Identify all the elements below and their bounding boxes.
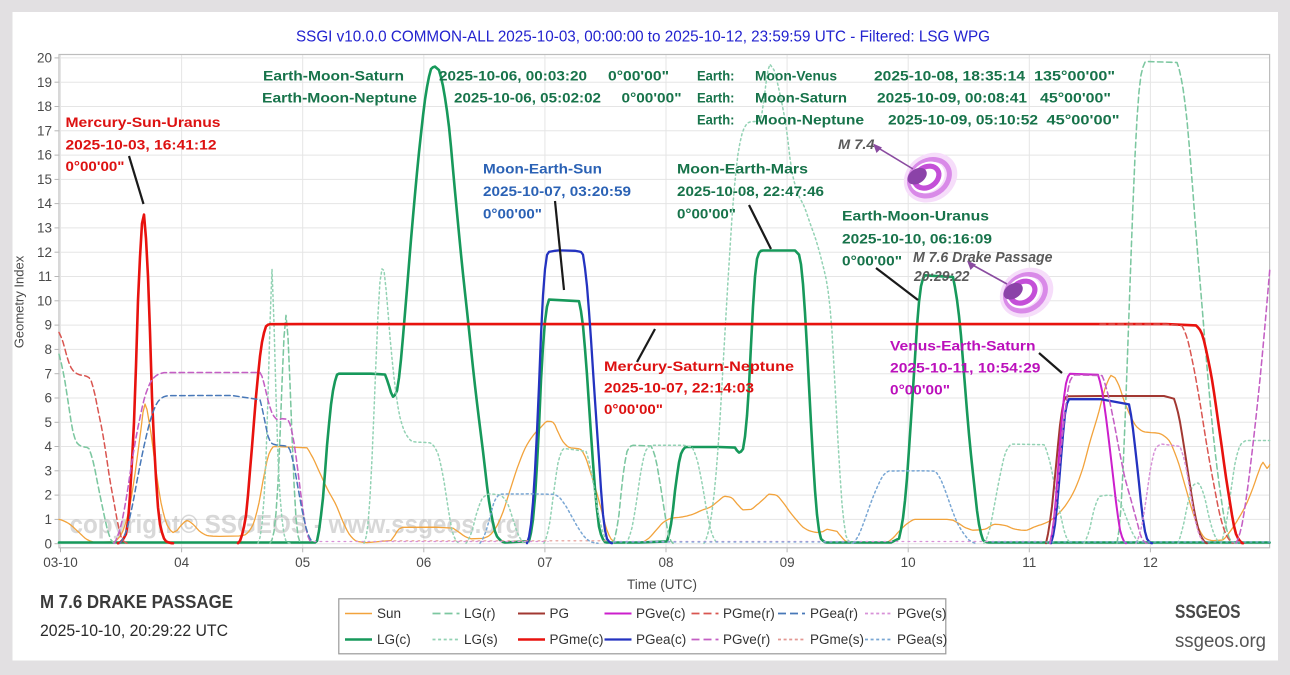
svg-text:7: 7 (44, 366, 52, 381)
svg-text:20:29:22: 20:29:22 (913, 268, 970, 285)
svg-text:PGme(c): PGme(c) (550, 632, 604, 647)
svg-text:08: 08 (658, 555, 673, 570)
svg-text:2025-10-07, 22:14:03: 2025-10-07, 22:14:03 (604, 380, 754, 396)
svg-text:0°00'00": 0°00'00" (890, 382, 950, 398)
svg-text:2025-10-06, 05:02:02: 2025-10-06, 05:02:02 (454, 90, 601, 106)
svg-text:Earth:: Earth: (697, 90, 735, 106)
svg-text:17: 17 (37, 123, 52, 138)
svg-text:Time (UTC): Time (UTC) (627, 577, 697, 592)
svg-text:0°00'00": 0°00'00" (604, 401, 663, 417)
svg-text:09: 09 (780, 555, 795, 570)
svg-text:M 7.6 DRAKE PASSAGE: M 7.6 DRAKE PASSAGE (40, 591, 233, 612)
svg-text:0°00'00": 0°00'00" (483, 206, 542, 222)
svg-text:PG: PG (550, 606, 570, 621)
svg-text:15: 15 (37, 172, 52, 187)
svg-text:05: 05 (295, 555, 310, 570)
svg-text:0°00'00": 0°00'00" (622, 90, 682, 106)
svg-text:2025-10-09, 00:08:41: 2025-10-09, 00:08:41 (877, 90, 1027, 106)
svg-text:6: 6 (44, 391, 52, 406)
svg-text:PGea(s): PGea(s) (897, 632, 947, 647)
svg-text:M 7.6 Drake Passage: M 7.6 Drake Passage (913, 249, 1053, 266)
svg-text:18: 18 (37, 99, 52, 114)
svg-text:Geometry Index: Geometry Index (12, 255, 27, 348)
svg-text:10: 10 (37, 293, 52, 308)
svg-text:04: 04 (174, 555, 190, 570)
svg-text:10: 10 (901, 555, 916, 570)
svg-text:PGme(s): PGme(s) (810, 632, 864, 647)
svg-text:2025-10-06, 00:03:20: 2025-10-06, 00:03:20 (439, 68, 587, 84)
svg-text:2025-10-08, 22:47:46: 2025-10-08, 22:47:46 (677, 183, 824, 199)
svg-text:LG(r): LG(r) (464, 606, 496, 621)
svg-text:PGme(r): PGme(r) (723, 606, 775, 621)
svg-text:0: 0 (44, 536, 52, 551)
svg-text:12: 12 (37, 245, 52, 260)
svg-text:11: 11 (1022, 555, 1036, 570)
svg-text:SSGI v10.0.0 COMMON-ALL 2025-1: SSGI v10.0.0 COMMON-ALL 2025-10-03, 00:0… (296, 29, 990, 46)
svg-text:SSGEOS: SSGEOS (1175, 602, 1241, 623)
svg-text:PGve(c): PGve(c) (636, 606, 686, 621)
svg-text:4: 4 (44, 439, 52, 454)
svg-text:Mercury-Sun-Uranus: Mercury-Sun-Uranus (66, 114, 221, 130)
svg-text:PGea(c): PGea(c) (636, 632, 686, 647)
svg-text:20: 20 (37, 51, 52, 66)
svg-text:12: 12 (1143, 555, 1158, 570)
svg-text:45°00'00": 45°00'00" (1040, 90, 1111, 106)
svg-text:9: 9 (44, 318, 52, 333)
svg-text:45°00'00": 45°00'00" (1047, 112, 1120, 128)
svg-text:2025-10-10, 06:16:09: 2025-10-10, 06:16:09 (842, 231, 992, 247)
svg-text:Moon-Earth-Mars: Moon-Earth-Mars (677, 161, 808, 177)
svg-text:2025-10-10, 20:29:22 UTC: 2025-10-10, 20:29:22 UTC (40, 621, 228, 640)
svg-text:Moon-Saturn: Moon-Saturn (755, 90, 847, 106)
svg-text:LG(c): LG(c) (377, 632, 411, 647)
svg-text:2: 2 (44, 488, 52, 503)
svg-text:Earth:: Earth: (697, 68, 735, 84)
svg-text:Moon-Venus: Moon-Venus (755, 68, 837, 84)
svg-text:PGve(s): PGve(s) (897, 606, 947, 621)
svg-text:PGea(r): PGea(r) (810, 606, 858, 621)
svg-text:8: 8 (44, 342, 52, 357)
svg-text:3: 3 (44, 463, 52, 478)
svg-text:11: 11 (38, 269, 52, 284)
svg-text:0°00'00": 0°00'00" (677, 206, 736, 222)
svg-text:19: 19 (37, 75, 52, 90)
svg-text:135°00'00": 135°00'00" (1034, 68, 1115, 84)
svg-text:2025-10-09, 05:10:52: 2025-10-09, 05:10:52 (888, 112, 1038, 128)
svg-text:5: 5 (44, 415, 52, 430)
svg-text:0°00'00": 0°00'00" (842, 253, 902, 269)
svg-text:Venus-Earth-Saturn: Venus-Earth-Saturn (890, 338, 1036, 354)
svg-text:Earth-Moon-Uranus: Earth-Moon-Uranus (842, 208, 989, 224)
svg-text:0°00'00": 0°00'00" (66, 158, 125, 174)
svg-text:Earth:: Earth: (697, 112, 735, 128)
svg-text:03-10: 03-10 (43, 555, 78, 570)
svg-text:LG(s): LG(s) (464, 632, 498, 647)
svg-text:07: 07 (537, 555, 552, 570)
svg-text:0°00'00": 0°00'00" (608, 68, 669, 84)
svg-text:13: 13 (37, 221, 52, 236)
svg-text:2025-10-07, 03:20:59: 2025-10-07, 03:20:59 (483, 183, 631, 199)
svg-text:Mercury-Saturn-Neptune: Mercury-Saturn-Neptune (604, 358, 794, 374)
svg-text:Earth-Moon-Saturn: Earth-Moon-Saturn (263, 68, 404, 84)
svg-text:2025-10-03, 16:41:12: 2025-10-03, 16:41:12 (66, 137, 217, 153)
svg-text:Earth-Moon-Neptune: Earth-Moon-Neptune (262, 90, 417, 106)
svg-text:16: 16 (37, 148, 52, 163)
svg-text:2025-10-08, 18:35:14: 2025-10-08, 18:35:14 (874, 68, 1025, 84)
svg-text:2025-10-11, 10:54:29: 2025-10-11, 10:54:29 (890, 360, 1041, 376)
svg-text:M 7.4: M 7.4 (838, 136, 875, 152)
svg-text:Moon-Neptune: Moon-Neptune (755, 112, 864, 128)
svg-text:06: 06 (416, 555, 431, 570)
svg-text:Sun: Sun (377, 606, 401, 621)
svg-text:Moon-Earth-Sun: Moon-Earth-Sun (483, 161, 602, 177)
svg-text:PGve(r): PGve(r) (723, 632, 770, 647)
svg-text:14: 14 (37, 196, 53, 211)
svg-text:ssgeos.org: ssgeos.org (1175, 630, 1266, 652)
svg-text:1: 1 (44, 512, 52, 527)
